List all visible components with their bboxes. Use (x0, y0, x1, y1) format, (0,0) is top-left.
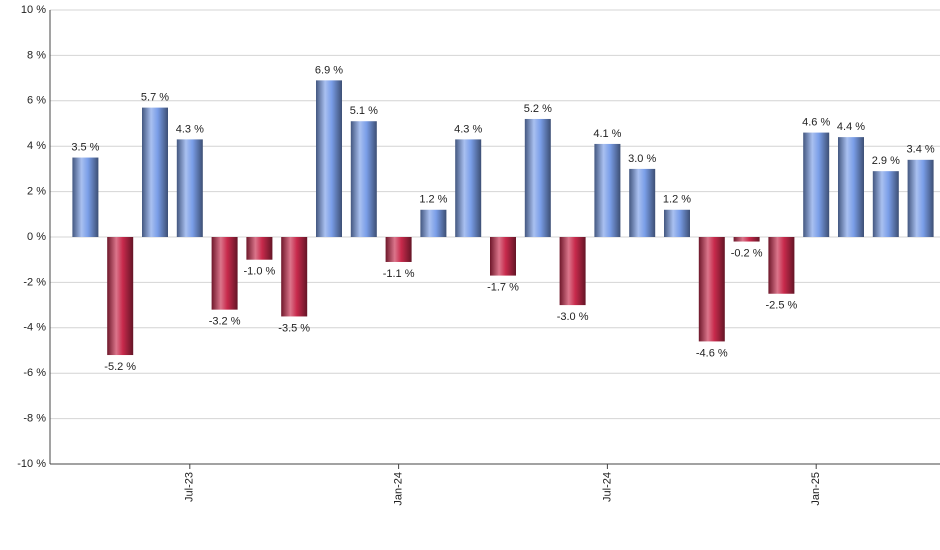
value-label: 4.6 % (802, 116, 830, 128)
value-label: 4.3 % (454, 123, 482, 135)
y-tick-label: 2 % (27, 186, 46, 198)
bar (594, 143, 621, 237)
y-tick-label: 8 % (27, 49, 46, 61)
bar (420, 209, 447, 237)
value-label: -1.0 % (244, 266, 276, 278)
value-label: 4.3 % (176, 123, 204, 135)
bar (72, 157, 99, 237)
x-tick-label: Jul-24 (601, 472, 613, 502)
value-label: 6.9 % (315, 64, 343, 76)
y-tick-label: -10 % (17, 458, 46, 470)
y-tick-label: -2 % (23, 276, 46, 288)
value-label: 3.5 % (71, 141, 99, 153)
bar (803, 132, 830, 237)
bar (455, 139, 482, 237)
bar (733, 237, 760, 242)
bar (872, 171, 899, 237)
value-label: 5.1 % (350, 105, 378, 117)
bar (107, 237, 134, 356)
value-label: -3.5 % (278, 322, 310, 334)
bar (142, 107, 168, 237)
value-label: -1.7 % (487, 281, 519, 293)
value-label: 1.2 % (419, 194, 447, 206)
bar (385, 237, 412, 262)
value-label: 3.4 % (907, 144, 935, 156)
bar (629, 168, 656, 237)
value-label: 5.2 % (524, 103, 552, 115)
value-label: -4.6 % (696, 347, 728, 359)
bar (907, 159, 934, 237)
bar (176, 139, 203, 237)
bar (768, 237, 795, 294)
x-tick-label: Jul-23 (184, 472, 196, 502)
value-label: 3.0 % (628, 153, 656, 165)
value-label: -0.2 % (731, 247, 763, 259)
y-tick-label: 4 % (27, 140, 46, 152)
value-label: 1.2 % (663, 194, 691, 206)
bar (559, 237, 586, 306)
value-label: 4.1 % (593, 128, 621, 140)
value-label: -3.0 % (557, 311, 589, 323)
bar (350, 121, 377, 237)
bar (316, 80, 342, 238)
bar (281, 237, 308, 317)
y-tick-label: -8 % (23, 413, 46, 425)
value-label: -5.2 % (104, 361, 136, 373)
x-tick-label: Jan-25 (810, 472, 822, 506)
value-label: 5.7 % (141, 92, 169, 104)
y-tick-label: 6 % (27, 95, 46, 107)
value-label: -3.2 % (209, 316, 241, 328)
value-label: 4.4 % (837, 121, 865, 133)
y-tick-label: 10 % (21, 4, 46, 16)
y-tick-label: 0 % (27, 231, 46, 243)
bar (490, 237, 516, 276)
bar (838, 137, 864, 237)
y-tick-label: -6 % (23, 367, 46, 379)
value-label: -1.1 % (383, 268, 415, 280)
bar (524, 118, 551, 237)
bar (211, 237, 238, 310)
value-label: 2.9 % (872, 155, 900, 167)
value-label: -2.5 % (766, 300, 798, 312)
bar (246, 237, 273, 260)
y-tick-label: -4 % (23, 322, 46, 334)
bar (698, 237, 725, 342)
x-tick-label: Jan-24 (393, 472, 405, 506)
bar (664, 209, 690, 237)
